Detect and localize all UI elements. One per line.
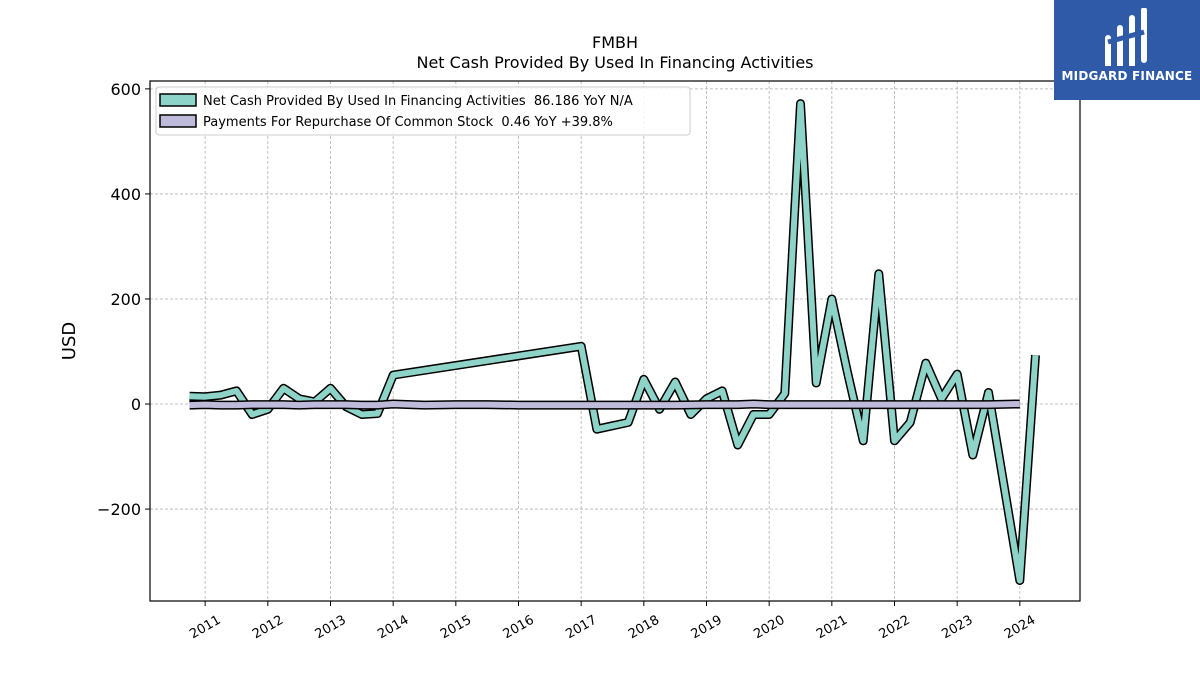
x-tick-label: 2024 xyxy=(1002,613,1038,643)
x-tick-label: 2014 xyxy=(375,613,411,643)
x-tick-label: 2022 xyxy=(877,613,913,643)
x-tick-label: 2018 xyxy=(626,613,662,643)
brand-logo: MIDGARD FINANCE xyxy=(1054,0,1200,100)
logo-mark-icon xyxy=(1105,8,1147,66)
x-tick-label: 2013 xyxy=(313,613,349,643)
x-tick-label: 2015 xyxy=(438,613,474,643)
x-tick-label: 2019 xyxy=(689,613,725,643)
grid xyxy=(150,81,1080,601)
chart-subtitle: Net Cash Provided By Used In Financing A… xyxy=(416,53,813,72)
y-axis: −200 0 200 400 600 xyxy=(97,80,150,519)
y-tick-label: 200 xyxy=(110,290,141,309)
legend-box xyxy=(155,86,691,136)
legend-label-repurchase: Payments For Repurchase Of Common Stock … xyxy=(203,115,613,130)
x-axis: 2011 2012 2013 2014 2015 2016 2017 2018 2019 2020… xyxy=(187,601,1038,642)
legend: Net Cash Provided By Used In Financing A… xyxy=(155,86,691,136)
y-axis-label: USD xyxy=(59,322,80,360)
series-line-repurchase xyxy=(189,401,1020,409)
x-tick-label: 2011 xyxy=(187,613,223,643)
legend-swatch-repurchase xyxy=(159,114,197,128)
x-tick-label: 2023 xyxy=(939,613,975,643)
x-tick-label: 2017 xyxy=(563,613,599,643)
y-tick-label: −200 xyxy=(97,500,141,519)
brand-name: MIDGARD FINANCE xyxy=(1061,69,1193,83)
y-tick-label: 0 xyxy=(131,395,141,414)
y-tick-label: 400 xyxy=(110,185,141,204)
x-tick-label: 2016 xyxy=(501,613,537,643)
series-lines xyxy=(189,99,1040,585)
legend-swatch-financing xyxy=(159,93,197,107)
y-tick-label: 600 xyxy=(110,80,141,99)
plot-frame xyxy=(149,80,1081,602)
x-tick-label: 2021 xyxy=(814,613,850,643)
chart-title: FMBH xyxy=(592,33,638,52)
x-tick-label: 2012 xyxy=(250,613,286,643)
x-tick-label: 2020 xyxy=(751,613,787,643)
legend-label-financing: Net Cash Provided By Used In Financing A… xyxy=(203,94,633,109)
